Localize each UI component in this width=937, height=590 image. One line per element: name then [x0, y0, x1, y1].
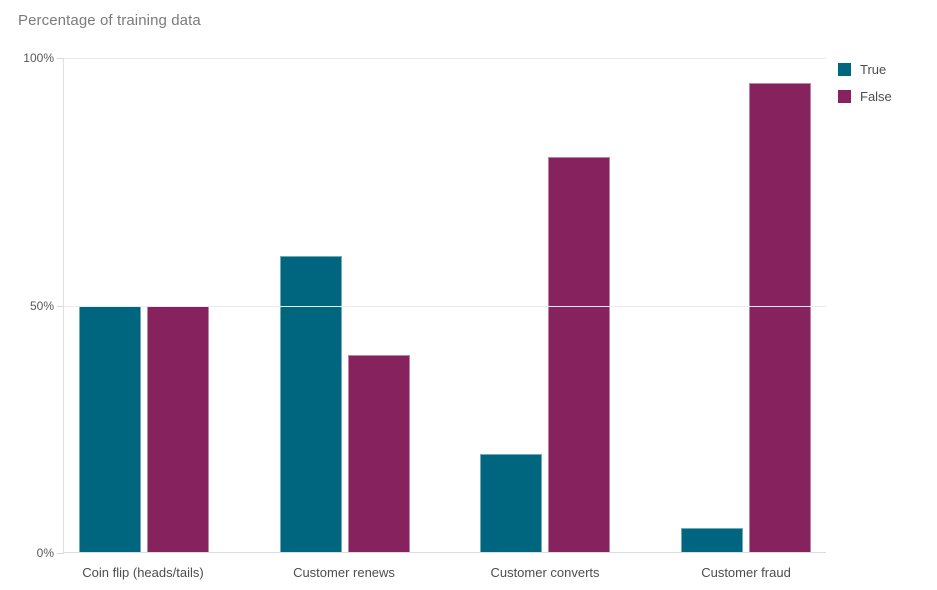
legend-swatch-false — [838, 90, 851, 103]
bar-true-1[interactable] — [79, 305, 141, 553]
legend-swatch-true — [838, 63, 851, 76]
y-tick-label-0%: 0% — [36, 546, 54, 560]
bar-true-3[interactable] — [480, 454, 543, 553]
bar-groups-row — [64, 58, 826, 553]
y-tick-mark-100% — [57, 58, 64, 59]
x-label-slot-1: Coin flip (heads/tails) — [78, 565, 208, 580]
bar-false-2[interactable] — [347, 355, 410, 553]
bar-group-1 — [79, 58, 209, 553]
y-tick-mark-0% — [57, 553, 64, 554]
x-label-slot-2: Customer renews — [279, 565, 409, 580]
legend-item-true[interactable]: True — [838, 62, 892, 77]
bar-true-2[interactable] — [279, 256, 342, 553]
bar-false-3[interactable] — [548, 157, 611, 553]
x-axis-label-3: Customer converts — [490, 565, 600, 580]
x-axis-label-4: Customer fraud — [701, 565, 791, 580]
bar-true-4[interactable] — [680, 528, 743, 553]
y-tick-mark-50% — [57, 305, 64, 307]
y-tick-label-50%: 50% — [29, 298, 54, 313]
y-tick-label-100%: 100% — [23, 51, 54, 65]
x-axis-label-2: Customer renews — [293, 565, 395, 580]
bar-group-3 — [480, 58, 611, 553]
x-axis-label-1: Coin flip (heads/tails) — [82, 565, 204, 580]
chart-title: Percentage of training data — [18, 12, 201, 29]
legend-label-true: True — [860, 62, 887, 77]
legend-label-false: False — [860, 89, 892, 104]
legend: True False — [838, 62, 892, 104]
bar-false-4[interactable] — [748, 82, 811, 553]
gridline-0% — [64, 552, 826, 553]
legend-item-false[interactable]: False — [838, 89, 892, 104]
x-axis-labels: Coin flip (heads/tails) Customer renews Cu… — [63, 565, 826, 580]
gridline-100% — [64, 58, 826, 59]
plot-area: 0% 50% 100% — [23, 51, 826, 560]
bar-group-4 — [680, 58, 811, 553]
bar-false-1[interactable] — [147, 305, 209, 553]
gridline-50% — [64, 305, 826, 307]
x-label-slot-3: Customer converts — [480, 565, 610, 580]
x-label-slot-4: Customer fraud — [681, 565, 811, 580]
